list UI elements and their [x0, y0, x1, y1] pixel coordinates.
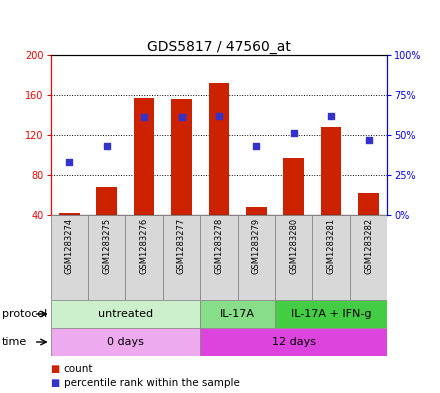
Point: [327, 113, 335, 119]
Bar: [51, 328, 200, 356]
Point: [290, 130, 297, 136]
Bar: [51, 300, 200, 328]
Text: GSM1283280: GSM1283280: [289, 218, 298, 274]
Title: GDS5817 / 47560_at: GDS5817 / 47560_at: [147, 40, 291, 54]
Text: IL-17A: IL-17A: [220, 309, 255, 319]
Bar: [275, 215, 312, 300]
Text: IL-17A + IFN-g: IL-17A + IFN-g: [291, 309, 371, 319]
Text: GSM1283281: GSM1283281: [326, 218, 336, 274]
Bar: [171, 99, 192, 215]
Bar: [209, 83, 229, 215]
Point: [253, 143, 260, 149]
Text: GSM1283277: GSM1283277: [177, 218, 186, 274]
Text: GSM1283279: GSM1283279: [252, 218, 261, 274]
Text: GSM1283275: GSM1283275: [102, 218, 111, 274]
Bar: [163, 215, 200, 300]
Bar: [350, 215, 387, 300]
Text: protocol: protocol: [2, 309, 48, 319]
Bar: [59, 213, 80, 215]
Text: count: count: [64, 364, 93, 375]
Text: 12 days: 12 days: [271, 337, 315, 347]
Text: ■: ■: [51, 378, 60, 388]
Bar: [88, 215, 125, 300]
Text: percentile rank within the sample: percentile rank within the sample: [64, 378, 240, 388]
Bar: [51, 215, 88, 300]
Bar: [275, 300, 387, 328]
Text: GSM1283276: GSM1283276: [139, 218, 149, 274]
Point: [66, 159, 73, 165]
Text: ■: ■: [51, 364, 60, 375]
Bar: [246, 207, 267, 215]
Text: time: time: [2, 337, 27, 347]
Bar: [134, 98, 154, 215]
Bar: [283, 158, 304, 215]
Bar: [312, 215, 350, 300]
Point: [365, 137, 372, 143]
Text: 0 days: 0 days: [107, 337, 144, 347]
Bar: [358, 193, 379, 215]
Text: GSM1283274: GSM1283274: [65, 218, 74, 274]
Bar: [321, 127, 341, 215]
Bar: [238, 215, 275, 300]
Point: [103, 143, 110, 149]
Text: GSM1283282: GSM1283282: [364, 218, 373, 274]
Point: [216, 113, 223, 119]
Point: [141, 114, 148, 121]
Bar: [96, 187, 117, 215]
Text: untreated: untreated: [98, 309, 153, 319]
Point: [178, 114, 185, 121]
Bar: [200, 328, 387, 356]
Bar: [200, 300, 275, 328]
Text: GSM1283278: GSM1283278: [214, 218, 224, 274]
Bar: [200, 215, 238, 300]
Bar: [125, 215, 163, 300]
